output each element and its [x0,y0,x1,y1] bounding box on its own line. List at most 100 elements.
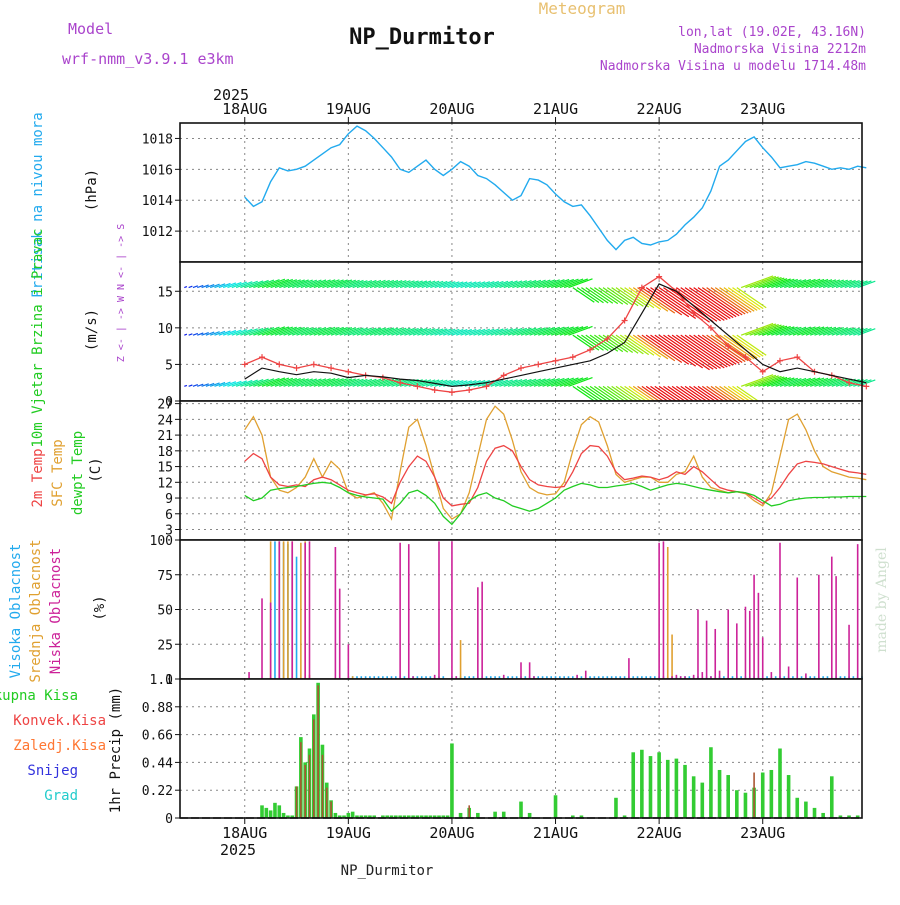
legend-total-precip: Ukupna Kisa [0,688,78,704]
wind-barb [361,378,382,387]
wind-barb [197,383,204,387]
wind-barb [740,275,774,289]
wind-barb [723,287,758,311]
wind-barb [809,326,833,336]
total-precip-bar [273,802,277,818]
wind-barb [848,327,868,336]
total-precip-bar [527,812,532,818]
wind-barb [512,378,532,387]
wind-barb [335,378,357,387]
wind-barb [438,328,456,336]
wind-barb [538,378,560,387]
wind-barb [240,379,258,387]
wind-barb [697,287,740,317]
plot-area [180,540,862,679]
wind-barb [684,287,731,319]
wind-barb [581,334,604,351]
wind-barb [805,326,829,336]
wind-barb [805,377,829,387]
gust-marker [863,383,870,390]
wind-barb [447,380,464,387]
wind-barb [408,327,428,336]
gust-marker [587,346,594,353]
total-precip-bar [778,748,782,818]
wind-barb [292,378,313,387]
wind-barb [555,278,579,289]
wind-barb [525,279,546,289]
total-precip-bar [743,792,748,818]
wind-barb [374,279,395,289]
top-day-label: 21AUG [533,100,578,118]
wind-barb [697,334,740,364]
wind-barb [490,379,509,387]
wind-barb [218,330,231,336]
total-precip-bar [290,815,295,818]
gust-marker [310,361,317,368]
wind-barb [227,329,242,336]
wind-barb [529,279,551,289]
wind-barb [434,328,452,336]
wind-barb [460,328,477,336]
wind-barb [395,379,415,387]
top-day-label: 22AUG [637,100,682,118]
conv-precip-bar [304,764,306,818]
gust-marker [656,273,663,280]
wind-barb [710,334,749,362]
wind-barb [805,278,829,289]
wind-barb [192,332,199,336]
wind-panel: 0 5 10 15 [157,261,876,422]
bottom-day-label: 20AUG [429,824,474,842]
wind-barb [753,324,782,336]
wind-barb [304,327,327,336]
wind-barb [645,287,690,318]
wind-barb [619,287,650,308]
wind-barb [680,334,728,368]
gust-marker [742,354,749,361]
wind-barb [667,334,718,370]
wind-barb [792,278,816,289]
wind-barb [287,327,309,336]
total-precip-bar [795,797,800,818]
bottom-year-label: 2025 [220,841,256,859]
wind-barb [300,279,322,289]
total-precip-bar [691,776,696,818]
wind-barb [732,334,764,357]
wind-barb [594,385,619,403]
wind-barb [788,278,812,289]
wind-barb [792,377,816,387]
total-precip-bar [333,812,338,818]
wind-barb [719,334,755,360]
wind-barb [809,377,833,387]
wind-barb [641,334,683,363]
wind-barb [749,375,779,387]
wind-barb [456,281,473,289]
coordinates-text: lon,lat (19.02E, 43.16N) [678,25,866,40]
wind-barb [253,279,275,289]
bottom-day-labels: 18AUG 19AUG 20AUG 21AUG 22AUG 23AUG [222,818,785,842]
total-precip-bar [855,815,860,818]
wind-barb [248,378,269,387]
wind-barb [417,379,436,387]
conv-precip-bar [308,754,311,818]
watermark: made by Angel [874,547,890,653]
y-tick-label: 0 [165,673,173,688]
wind-barb [797,278,821,289]
wind-barb [300,327,322,336]
total-precip-bar [674,758,679,818]
wind-barb [343,327,364,336]
gust-marker [794,354,801,361]
total-precip-bar [700,782,705,818]
wind-barb [486,280,504,289]
gust-marker [725,343,732,350]
y-tick-label: 9 [165,492,173,507]
total-precip-bar [428,815,433,818]
wind-barb [434,379,452,387]
total-precip-bar [519,801,523,818]
wind-barb [235,281,253,289]
wind-barb [801,278,825,289]
wind-barb [503,379,523,387]
wind-barb [369,378,390,387]
wind-barb [335,327,357,336]
gust-marker [466,387,473,394]
wind-barb [352,280,373,289]
